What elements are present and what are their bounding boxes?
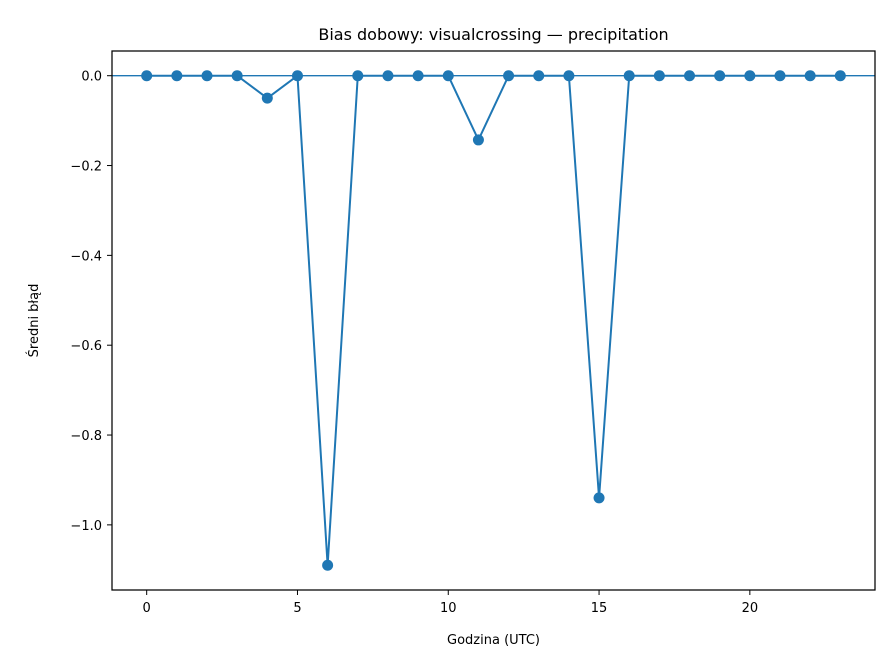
data-point xyxy=(593,492,605,504)
data-point xyxy=(834,70,846,82)
data-point xyxy=(412,70,424,82)
y-tick-label: −1.0 xyxy=(70,519,102,534)
axes-frame xyxy=(111,50,876,591)
data-point xyxy=(623,70,635,82)
data-point xyxy=(503,70,515,82)
y-tick-label: −0.8 xyxy=(70,429,102,444)
data-point xyxy=(774,70,786,82)
plot-area xyxy=(112,70,875,571)
data-point xyxy=(171,70,183,82)
y-tick-label: 0.0 xyxy=(81,70,102,85)
data-point xyxy=(322,559,334,571)
y-tick-label: −0.4 xyxy=(70,249,102,264)
data-point xyxy=(472,134,484,146)
data-point xyxy=(804,70,816,82)
data-point xyxy=(382,70,394,82)
data-point xyxy=(653,70,665,82)
data-point xyxy=(141,70,153,82)
data-point xyxy=(261,92,273,104)
y-tick-label: −0.6 xyxy=(70,339,102,354)
data-point xyxy=(291,70,303,82)
y-axis-label: Średni błąd xyxy=(26,284,42,358)
x-tick-label: 5 xyxy=(293,601,301,616)
data-point xyxy=(533,70,545,82)
data-point xyxy=(744,70,756,82)
y-tick-label: −0.2 xyxy=(70,160,102,175)
x-tick-label: 10 xyxy=(440,601,457,616)
data-point xyxy=(352,70,364,82)
y-axis-ticks: 0.0 −0.2 −0.4 −0.6 −0.8 −1.0 xyxy=(70,70,112,534)
chart-title: Bias dobowy: visualcrossing — precipitat… xyxy=(318,25,668,44)
data-point xyxy=(714,70,726,82)
data-point xyxy=(684,70,696,82)
data-point xyxy=(442,70,454,82)
x-tick-label: 15 xyxy=(591,601,608,616)
x-axis-label: Godzina (UTC) xyxy=(447,633,540,648)
data-point xyxy=(563,70,575,82)
x-tick-label: 20 xyxy=(742,601,759,616)
x-axis-ticks: 0 5 10 15 20 xyxy=(143,590,759,616)
data-point xyxy=(231,70,243,82)
data-point xyxy=(201,70,213,82)
x-tick-label: 0 xyxy=(143,601,151,616)
